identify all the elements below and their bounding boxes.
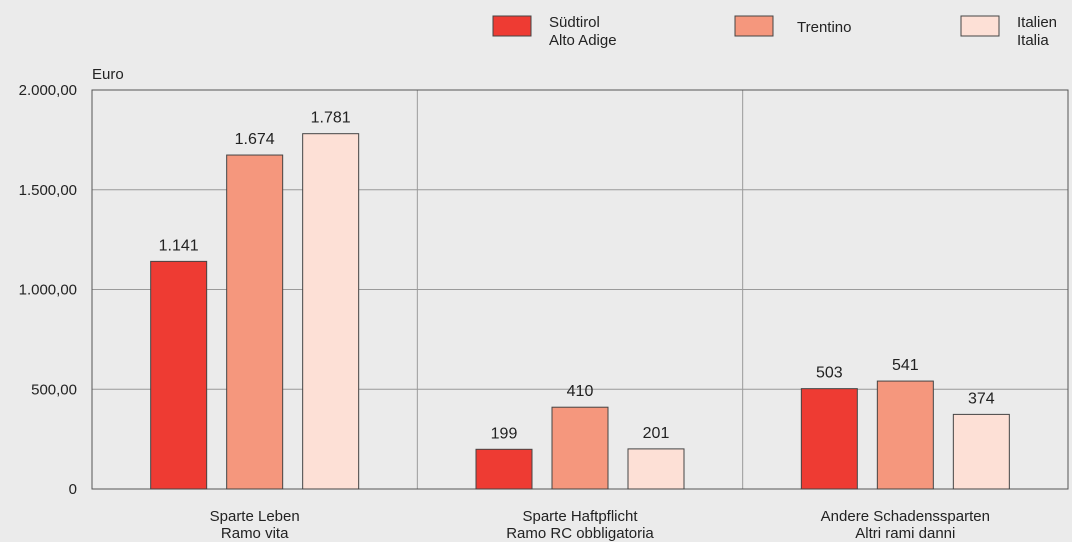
legend-swatch xyxy=(734,15,774,37)
x-tick-label: Sparte Haftpflicht xyxy=(522,508,638,525)
legend-label: Trentino xyxy=(797,19,851,36)
data-label: 541 xyxy=(892,357,919,374)
x-tick-label: Ramo RC obbligatoria xyxy=(506,525,654,542)
bar xyxy=(226,154,284,490)
y-tick-label: 500,00 xyxy=(31,381,77,398)
data-label: 374 xyxy=(968,390,995,407)
data-label: 503 xyxy=(816,365,843,382)
bar xyxy=(475,448,533,490)
data-label: 410 xyxy=(567,383,594,400)
x-tick-label: Altri rami danni xyxy=(855,525,955,542)
x-tick-label: Ramo vita xyxy=(221,525,289,542)
y-axis-label: Euro xyxy=(92,66,124,83)
legend-label: Südtirol xyxy=(549,14,600,31)
data-label: 1.141 xyxy=(159,237,199,254)
legend-label: Alto Adige xyxy=(549,32,617,49)
legend-swatch xyxy=(960,15,1000,37)
y-tick-label: 1.500,00 xyxy=(19,182,77,199)
legend-swatch xyxy=(492,15,532,37)
x-tick-label: Andere Schadenssparten xyxy=(821,508,990,525)
data-label: 1.781 xyxy=(311,110,351,127)
data-label: 1.674 xyxy=(235,131,275,148)
data-label: 199 xyxy=(491,425,518,442)
data-label: 201 xyxy=(643,425,670,442)
bar xyxy=(551,406,609,490)
bar xyxy=(876,380,934,490)
x-tick-label: Sparte Leben xyxy=(210,508,300,525)
y-tick-label: 0 xyxy=(69,481,77,498)
bar xyxy=(952,413,1010,490)
legend-label: Italia xyxy=(1017,32,1049,49)
bar xyxy=(627,448,685,490)
legend-label: Italien xyxy=(1017,14,1057,31)
bar xyxy=(302,133,360,490)
y-tick-label: 2.000,00 xyxy=(19,82,77,99)
y-tick-label: 1.000,00 xyxy=(19,282,77,299)
bar xyxy=(150,260,208,490)
bar xyxy=(800,388,858,490)
plot-area: 0 500,00 1.000,00 1.500,00 2.000,00 1.141 1.67… xyxy=(19,82,1069,542)
